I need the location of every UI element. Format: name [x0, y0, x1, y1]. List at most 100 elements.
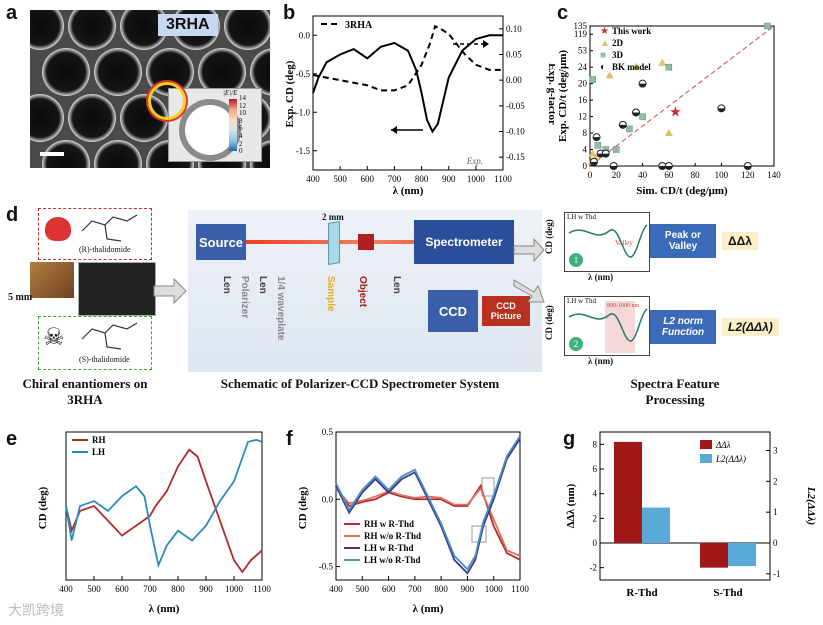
chart-g-legend-swatch: [700, 454, 712, 463]
chart-g-ytick-label: -2: [590, 563, 598, 573]
chart-e-xtick-label: 1100: [253, 584, 271, 594]
colorbar-tick: 8: [239, 116, 243, 125]
chart-g-category-label: S-Thd: [713, 587, 742, 599]
sem-hole: [120, 10, 168, 50]
proc2-xlabel: λ (nm): [588, 356, 614, 366]
watermark: 大凯跨境: [8, 603, 64, 619]
chart-c-legend-symbol: ▲: [600, 38, 610, 49]
chart-b-cd-line: [312, 34, 503, 134]
chart-e-xlabel: λ (nm): [149, 603, 180, 615]
chart-g-legend-label: L2(ΔΔλ): [715, 454, 746, 464]
chart-c-point-square: [589, 76, 596, 83]
proc2-box: L2 norm Function: [650, 310, 716, 344]
sem-hole: [42, 140, 90, 168]
chart-e-legend-label: RH: [92, 435, 106, 445]
colorbar-tick: 10: [239, 109, 246, 118]
size-label: 5 mm: [8, 292, 33, 303]
chart-g-y2label: L2(ΔΔλ): [805, 486, 817, 525]
chart-e-xtick-label: 900: [199, 584, 213, 594]
chart-c-ytick-label: 24: [578, 62, 588, 72]
dim-label: 2 mm: [322, 212, 344, 222]
chart-c-ytick-label: 8: [583, 128, 588, 138]
spectrometer-box: Spectrometer: [414, 220, 514, 264]
chart-e-ylabel: CD (deg): [37, 486, 49, 529]
chart-g-ytick-label: 8: [593, 439, 598, 449]
chart-c-ytick-label: 53: [578, 46, 588, 56]
chart-f-xtick-label: 700: [408, 584, 422, 594]
chart-g-ylabel: ΔΔλ (nm): [565, 483, 577, 528]
chart-c-ytick-label: 20: [578, 79, 588, 89]
chart-g: 8 6 4 2 0 -2 3 2 1 0 -1 R-Thd S-Thd ΔΔλ L2(ΔΔλ) ΔΔλ (…: [565, 431, 817, 599]
chart-c-point-square: [764, 22, 771, 30]
chart-b-ylabel: Exp. CD (deg): [284, 60, 296, 127]
label-object: Object: [357, 276, 368, 308]
chart-c-legend-symbol: ◐: [600, 62, 606, 73]
chart-c-ylabel: Exp. CD/t (deg/μm): [557, 50, 569, 142]
chart-b-y2tick-label: -0.10: [506, 127, 525, 137]
chart-b-arrow-right-head: [483, 40, 489, 48]
chart-c-legend-label: 2D: [612, 38, 624, 48]
chart-b-y2tick-label: 0.00: [506, 75, 522, 85]
proc2-output: L2(ΔΔλ): [722, 318, 779, 336]
chart-b-ytick-label: -1.0: [296, 107, 311, 117]
chart-c-point-square: [594, 142, 602, 149]
chart-g-y2tick-label: 0: [773, 538, 778, 548]
chart-c-point-half: [665, 166, 673, 170]
chart-g-category-label: R-Thd: [626, 587, 657, 599]
chart-c-point-triangle: [605, 71, 614, 79]
chart-c-point-star: ★: [669, 105, 682, 120]
proc1-marker: Valley: [615, 239, 633, 247]
chart-e-xtick-label: 800: [171, 584, 185, 594]
sem-hole: [68, 10, 116, 50]
chart-c-legend-symbol: ★: [600, 26, 609, 37]
chart-b-annotation: Exp.: [466, 156, 483, 166]
chart-c-ytick-label: 4: [583, 145, 588, 155]
chart-g-ytick-label: 6: [593, 464, 598, 474]
proc2-plot: LH w Thd 800-1000 nm 2: [564, 296, 650, 356]
colorbar-tick: 12: [239, 101, 246, 110]
chart-f-xtick-label: 800: [434, 584, 448, 594]
panel-label-g: g: [563, 428, 576, 450]
arrow-to-schematic: [153, 277, 187, 305]
chart-f-xlabel: λ (nm): [413, 603, 444, 615]
chart-e-xtick-label: 600: [115, 584, 129, 594]
ccd-picture-box: CCD Picture: [482, 296, 530, 326]
chart-b-xtick-label: 700: [388, 174, 402, 184]
chart-f-xtick-label: 1100: [511, 584, 529, 594]
chart-c-xtick-label: 140: [767, 170, 781, 180]
schematic: Source 2 mm Spectrometer CCD CCD Picture…: [188, 210, 542, 372]
chart-c-xtick-label: 80: [691, 170, 701, 180]
chart-c-xtick-label: 40: [638, 170, 648, 180]
chart-c-point-triangle: [658, 58, 667, 66]
chart-g-bar: [642, 507, 670, 543]
chart-g-ytick-label: 0: [593, 538, 598, 548]
chart-c-xtick-label: 20: [612, 170, 622, 180]
scale-bar: [40, 152, 64, 156]
chart-c-legend-symbol: ■: [600, 50, 606, 61]
sample-slide: [328, 220, 340, 266]
chart-b-xlabel: λ (nm): [393, 185, 424, 197]
panel-label-b: b: [283, 2, 296, 24]
chart-b-y2tick-label: -0.05: [506, 101, 525, 111]
chart-b-xtick-label: 400: [306, 174, 320, 184]
chart-b-xtick-label: 900: [442, 174, 456, 184]
proc2-ylabel: CD (deg): [544, 305, 554, 340]
chart-c-point-square: [626, 125, 633, 133]
chart-c-point-half: [744, 166, 752, 170]
chart-b-g-line: [312, 24, 503, 92]
chart-c-xtick-label: 120: [741, 170, 755, 180]
proc1-output: ΔΔλ: [722, 232, 758, 250]
arrows-to-processing: [513, 237, 545, 303]
chart-c-ytick-label: 0: [583, 161, 588, 171]
label-sample: Sample: [325, 276, 336, 312]
panel-label-d: d: [6, 204, 19, 226]
molecule-r: [81, 214, 138, 242]
molecule-s: [81, 322, 138, 350]
panel-label-c: c: [557, 2, 569, 24]
chart-e: 400 500 600 700 800 900 1000 1100 RH LH λ (nm) C…: [37, 431, 271, 615]
chart-c-diagonal: [589, 25, 775, 167]
sem-hole: [68, 94, 116, 142]
chart-c-point-half: [590, 161, 598, 166]
chart-e-xtick-label: 700: [143, 584, 157, 594]
